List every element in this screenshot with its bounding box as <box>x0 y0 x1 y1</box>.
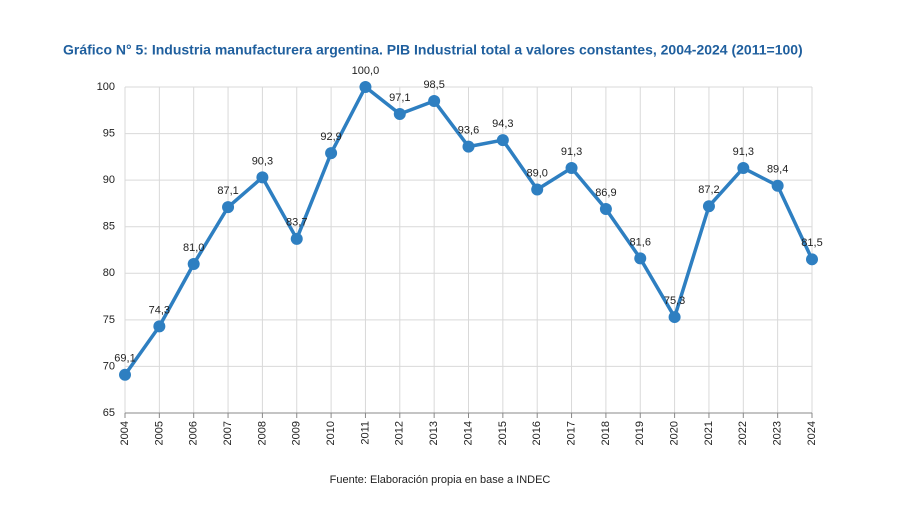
data-label: 93,6 <box>458 125 479 137</box>
x-tick-label: 2019 <box>634 421 646 445</box>
data-label: 69,1 <box>114 353 135 365</box>
x-tick-label: 2007 <box>222 421 234 445</box>
chart-title: Gráfico N° 5: Industria manufacturera ar… <box>63 42 803 58</box>
data-label: 91,3 <box>733 146 754 158</box>
x-tick-label: 2011 <box>359 421 371 445</box>
x-tick-label: 2015 <box>497 421 509 445</box>
point <box>702 200 715 213</box>
x-tick-label: 2008 <box>256 421 268 445</box>
data-label: 81,5 <box>801 237 822 249</box>
x-tick-label: 2023 <box>772 421 784 445</box>
data-label: 87,2 <box>698 184 719 196</box>
point <box>806 253 818 266</box>
x-tick-label: 2024 <box>806 421 818 445</box>
point <box>737 162 750 175</box>
point <box>771 179 784 192</box>
x-tick-label: 2009 <box>291 421 303 445</box>
point <box>428 94 441 107</box>
x-tick-label: 2012 <box>394 421 406 445</box>
x-tick-label: 2020 <box>669 421 681 445</box>
point <box>599 203 612 216</box>
point <box>531 183 544 196</box>
x-tick-label: 2022 <box>737 421 749 445</box>
data-label: 89,4 <box>767 164 788 176</box>
x-tick-label: 2016 <box>531 421 543 445</box>
data-label: 81,6 <box>630 236 651 248</box>
point <box>222 201 235 214</box>
data-label: 87,1 <box>217 185 238 197</box>
x-tick-label: 2005 <box>153 421 165 445</box>
point <box>187 257 200 270</box>
point <box>393 108 406 121</box>
data-label: 83,7 <box>286 217 307 229</box>
x-tick-label: 2017 <box>565 421 577 445</box>
data-label: 89,0 <box>526 167 547 179</box>
y-tick-label: 80 <box>103 267 115 279</box>
x-tick-label: 2013 <box>428 421 440 445</box>
point <box>119 368 131 381</box>
data-label: 74,3 <box>149 304 170 316</box>
data-label: 98,5 <box>423 79 444 91</box>
x-tick-label: 2014 <box>462 421 474 445</box>
y-tick-label: 85 <box>103 221 115 233</box>
y-tick-label: 90 <box>103 174 115 186</box>
y-tick-label: 65 <box>103 407 115 419</box>
point <box>359 81 372 93</box>
x-tick-label: 2021 <box>703 421 715 445</box>
data-label: 81,0 <box>183 242 204 254</box>
point <box>565 162 578 175</box>
data-label: 94,3 <box>492 118 513 130</box>
point <box>256 171 269 184</box>
y-tick-label: 75 <box>103 314 115 326</box>
point <box>634 252 647 265</box>
y-tick-label: 70 <box>103 360 115 372</box>
source-note: Fuente: Elaboración propia en base a IND… <box>330 474 551 486</box>
data-label: 100,0 <box>352 65 380 77</box>
data-label: 91,3 <box>561 146 582 158</box>
point <box>668 311 681 324</box>
data-label: 86,9 <box>595 187 616 199</box>
point <box>496 134 509 147</box>
y-tick-label: 95 <box>103 127 115 139</box>
point <box>462 140 475 153</box>
data-label: 90,3 <box>252 155 273 167</box>
data-label: 75,3 <box>664 295 685 307</box>
point <box>325 147 338 160</box>
x-tick-label: 2010 <box>325 421 337 445</box>
y-tick-label: 100 <box>97 81 115 93</box>
data-label: 97,1 <box>389 92 410 104</box>
x-tick-label: 2006 <box>188 421 200 445</box>
point <box>153 320 166 333</box>
data-label: 92,9 <box>320 131 341 143</box>
point <box>290 232 303 245</box>
x-tick-label: 2018 <box>600 421 612 445</box>
x-tick-label: 2004 <box>119 421 131 445</box>
